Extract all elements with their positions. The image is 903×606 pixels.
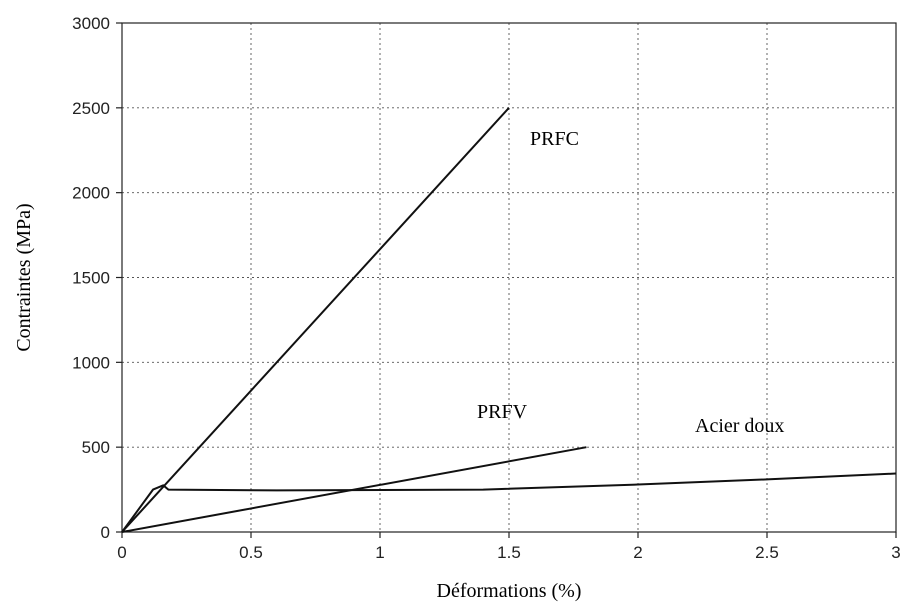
x-tick-label: 0 (117, 543, 126, 562)
x-tick-label: 1.5 (497, 543, 521, 562)
series-label-prfv: PRFV (477, 401, 528, 423)
x-tick-label: 3 (891, 543, 900, 562)
y-tick-label: 2500 (72, 99, 110, 118)
series-label-acier-doux: Acier doux (695, 415, 784, 437)
series-label-prfc: PRFC (530, 128, 579, 150)
x-tick-label: 2.5 (755, 543, 779, 562)
y-tick-label: 3000 (72, 14, 110, 33)
x-axis-title: Déformations (%) (437, 580, 582, 602)
series-line-prfc (121, 107, 510, 533)
series-line-acier-doux (121, 472, 897, 533)
series-labels: PRFC PRFV Acier doux (477, 128, 784, 437)
y-axis-title: Contraintes (MPa) (13, 203, 35, 351)
y-tick-label: 1000 (72, 353, 110, 372)
y-tick-label: 2000 (72, 184, 110, 203)
series-lines (121, 107, 897, 533)
x-tick-label: 0.5 (239, 543, 263, 562)
y-tick-label: 0 (101, 523, 110, 542)
x-tick-label: 1 (375, 543, 384, 562)
grid (122, 23, 896, 532)
y-tick-label: 500 (82, 438, 110, 457)
axis-ticks: 0 0.5 1 1.5 2 2.5 3 0 500 1000 1500 2000 2500 3000 (72, 14, 901, 562)
y-tick-label: 1500 (72, 269, 110, 288)
x-tick-label: 2 (633, 543, 642, 562)
